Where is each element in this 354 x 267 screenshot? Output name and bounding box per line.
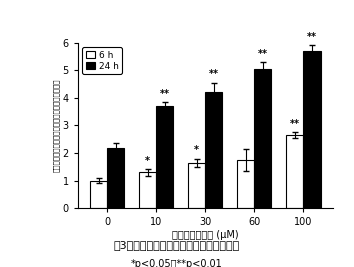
Text: *p<0.05、**p<0.01: *p<0.05、**p<0.01 <box>131 259 223 267</box>
Bar <box>254 69 272 208</box>
Bar <box>90 181 107 208</box>
Text: **: ** <box>258 49 268 59</box>
Bar <box>139 172 156 208</box>
Bar <box>237 160 254 208</box>
Legend: 6 h, 24 h: 6 h, 24 h <box>82 47 122 74</box>
Bar <box>205 92 222 208</box>
Bar <box>156 106 173 208</box>
X-axis label: ノビレチン濃度 (μM): ノビレチン濃度 (μM) <box>172 230 239 240</box>
Bar <box>188 163 205 208</box>
Bar <box>286 135 303 208</box>
Bar <box>303 51 320 208</box>
Text: 図3　ノビレチンによる脂肪分解促進効果: 図3 ノビレチンによる脂肪分解促進効果 <box>114 240 240 250</box>
Text: **: ** <box>290 119 300 129</box>
Text: **: ** <box>307 32 317 42</box>
Text: *: * <box>145 156 150 166</box>
Text: *: * <box>194 145 199 155</box>
Text: **: ** <box>209 69 219 79</box>
Bar <box>107 148 125 208</box>
Text: **: ** <box>160 89 170 99</box>
Y-axis label: （相対値）脂肪分解活性（グリセロール放出量：: （相対値）脂肪分解活性（グリセロール放出量： <box>53 79 60 172</box>
